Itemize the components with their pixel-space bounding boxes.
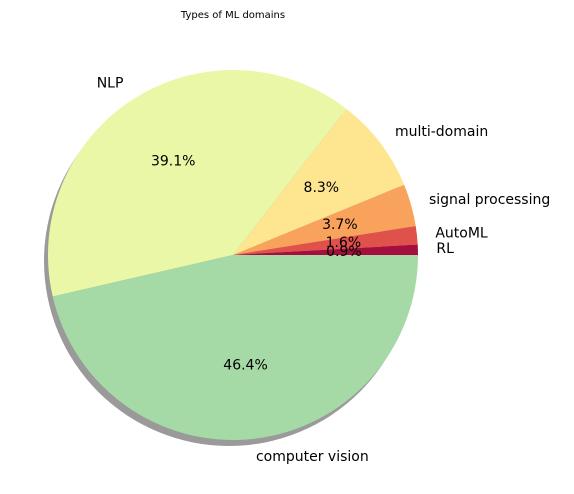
category-label-automl: AutoML <box>435 225 488 241</box>
category-label-multi-domain: multi-domain <box>395 124 488 140</box>
pie-slice-multi-domain <box>233 108 405 255</box>
chart-title: Types of ML domains <box>180 10 285 21</box>
category-label-signal-processing: signal processing <box>429 192 550 208</box>
percent-label-rl: 0.9% <box>326 244 362 260</box>
pie-slice-rl <box>233 244 418 255</box>
pie-slice-computer-vision <box>52 255 419 441</box>
percent-label-automl: 1.6% <box>326 235 362 251</box>
category-label-nlp: NLP <box>97 76 124 92</box>
percent-label-signal-processing: 3.7% <box>322 217 358 233</box>
percent-label-multi-domain: 8.3% <box>304 180 340 196</box>
pie-labels: RL 0.9% AutoML 1.6% signal processing 3.7% mul… <box>97 76 551 466</box>
pie-slice-automl <box>233 226 418 255</box>
pie-slice-signal-processing <box>233 184 416 255</box>
pie-slice-nlp <box>48 69 347 297</box>
pie-slices <box>48 69 419 441</box>
percent-label-nlp: 39.1% <box>151 153 195 169</box>
percent-label-computer-vision: 46.4% <box>223 357 267 373</box>
category-label-rl: RL <box>436 241 454 257</box>
category-label-computer-vision: computer vision <box>256 449 369 465</box>
